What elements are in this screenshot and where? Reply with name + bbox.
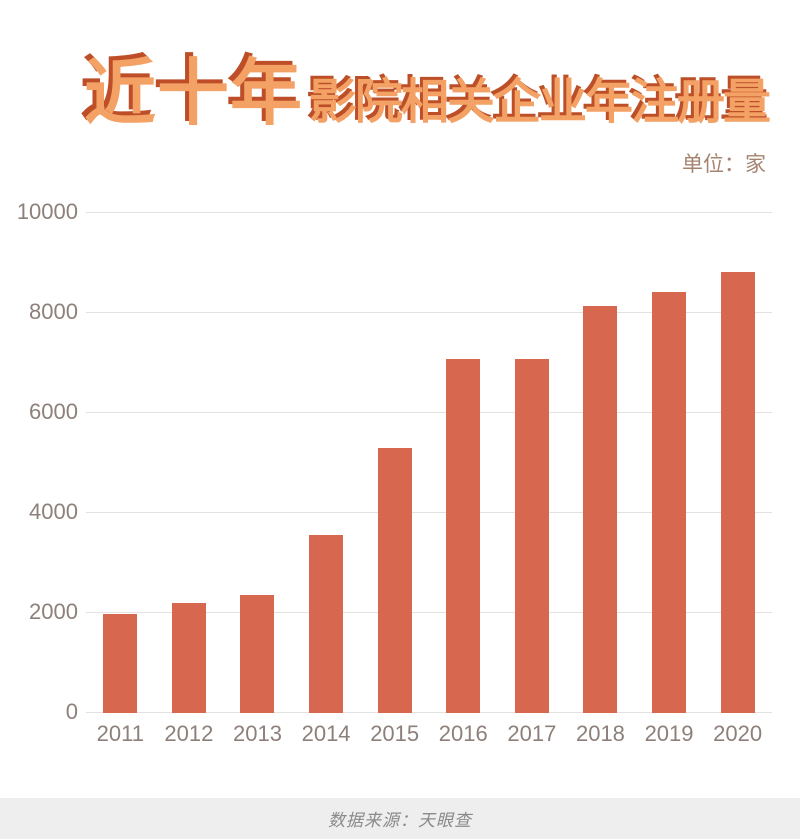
unit-label: 单位：家 [682,153,766,176]
x-tick-label-2014: 2014 [301,721,351,746]
gridline-6000: 6000 [29,399,772,424]
bar-2016 [446,358,481,713]
x-tick-label-2012: 2012 [164,721,214,746]
x-tick-label-2015: 2015 [370,721,420,746]
bar-2011 [103,613,138,713]
bar-slot-2014 [292,213,361,713]
y-tick-label-2000: 2000 [29,599,78,624]
bar-series [86,213,772,713]
y-tick-label-6000: 6000 [29,399,78,424]
bar-slot-2015 [360,213,429,713]
x-tick-label-2020: 2020 [713,721,763,746]
x-tick-label-2018: 2018 [575,721,625,746]
bar-2020 [720,272,755,713]
x-tick-label-2017: 2017 [507,721,557,746]
x-tick-label-2019: 2019 [644,721,694,746]
gridline-0: 0 [66,699,772,724]
gridline-10000: 10000 [17,199,772,224]
page-title-main: 近十年 [84,54,304,134]
bar-slot-2016 [429,213,498,713]
gridline-2000: 2000 [29,599,772,624]
bar-slot-2020 [703,213,772,713]
y-tick-label-0: 0 [65,699,78,724]
bar-2012 [171,602,206,713]
data-source-text: 数据来源：天眼查 [328,811,472,830]
bar-slot-2019 [635,213,704,713]
bar-2019 [652,292,687,713]
y-tick-label-4000: 4000 [29,499,78,524]
bar-chart-plot-area: 0 2000 4000 6000 8000 10000 [17,199,772,724]
footer: 数据来源：天眼查 [0,798,800,839]
bar-2017 [514,358,549,713]
bar-slot-2018 [566,213,635,713]
gridline-4000: 4000 [29,499,772,524]
x-tick-label-2016: 2016 [438,721,488,746]
page-title: 近十年 影院相关企业年注册量 [84,34,771,139]
bar-2014 [309,534,344,713]
bar-2015 [377,447,412,713]
page-title-sub: 影院相关企业年注册量 [309,76,771,129]
bar-slot-2012 [155,213,224,713]
bar-2018 [583,306,618,713]
x-axis-labels: 2011 2012 2013 2014 2015 2016 2017 2018 2019 2020 [86,721,772,747]
bar-2013 [240,594,275,713]
y-tick-label-8000: 8000 [29,299,78,324]
bar-slot-2013 [223,213,292,713]
x-tick-label-2011: 2011 [96,721,144,746]
gridline-8000: 8000 [29,299,772,324]
bar-slot-2011 [86,213,155,713]
y-tick-label-10000: 10000 [16,199,78,224]
bar-slot-2017 [498,213,567,713]
x-tick-label-2013: 2013 [233,721,282,746]
